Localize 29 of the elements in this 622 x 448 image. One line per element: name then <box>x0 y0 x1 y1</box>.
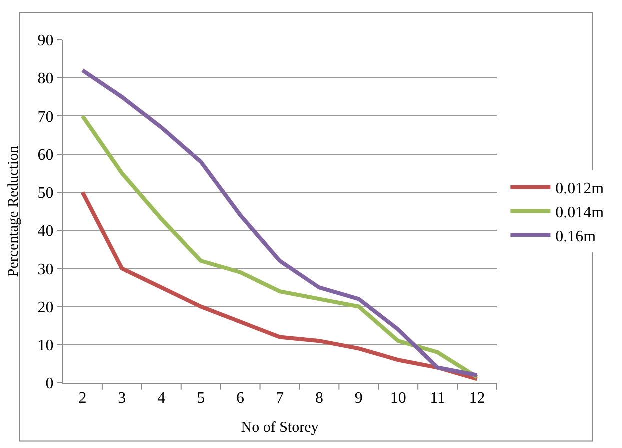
x-tick-label: 3 <box>118 390 126 408</box>
x-tick-label: 8 <box>315 390 324 408</box>
x-tick-label: 5 <box>197 390 206 408</box>
y-tick-label: 50 <box>38 185 54 202</box>
y-tick-label: 80 <box>38 70 54 88</box>
y-tick-label: 30 <box>38 261 54 278</box>
x-axis-title: No of Storey <box>241 420 320 436</box>
x-tick-label: 7 <box>276 390 284 408</box>
legend-label: 0.16m <box>556 228 597 246</box>
x-tick-label: 12 <box>469 390 486 408</box>
x-tick-label: 6 <box>236 390 245 408</box>
legend-label: 0.012m <box>556 180 605 198</box>
y-tick-label: 10 <box>38 337 54 354</box>
line-series <box>80 190 480 382</box>
y-tick-label: 90 <box>38 32 54 50</box>
y-tick-label: 20 <box>38 299 54 316</box>
y-tick-label: 60 <box>38 146 54 164</box>
y-tick-label: 0 <box>46 376 54 393</box>
y-axis-title: Percentage Reduction <box>6 145 22 278</box>
x-tick-label: 2 <box>78 390 87 408</box>
line-series <box>80 68 480 378</box>
x-tick-label: 10 <box>390 390 406 408</box>
legend-label: 0.014m <box>556 204 605 222</box>
x-tick-label: 11 <box>430 390 446 408</box>
line-series <box>80 114 480 380</box>
x-tick-label: 4 <box>158 390 166 408</box>
y-tick-label: 70 <box>38 108 54 126</box>
y-tick-label: 40 <box>38 223 54 240</box>
x-tick-label: 9 <box>354 390 363 408</box>
